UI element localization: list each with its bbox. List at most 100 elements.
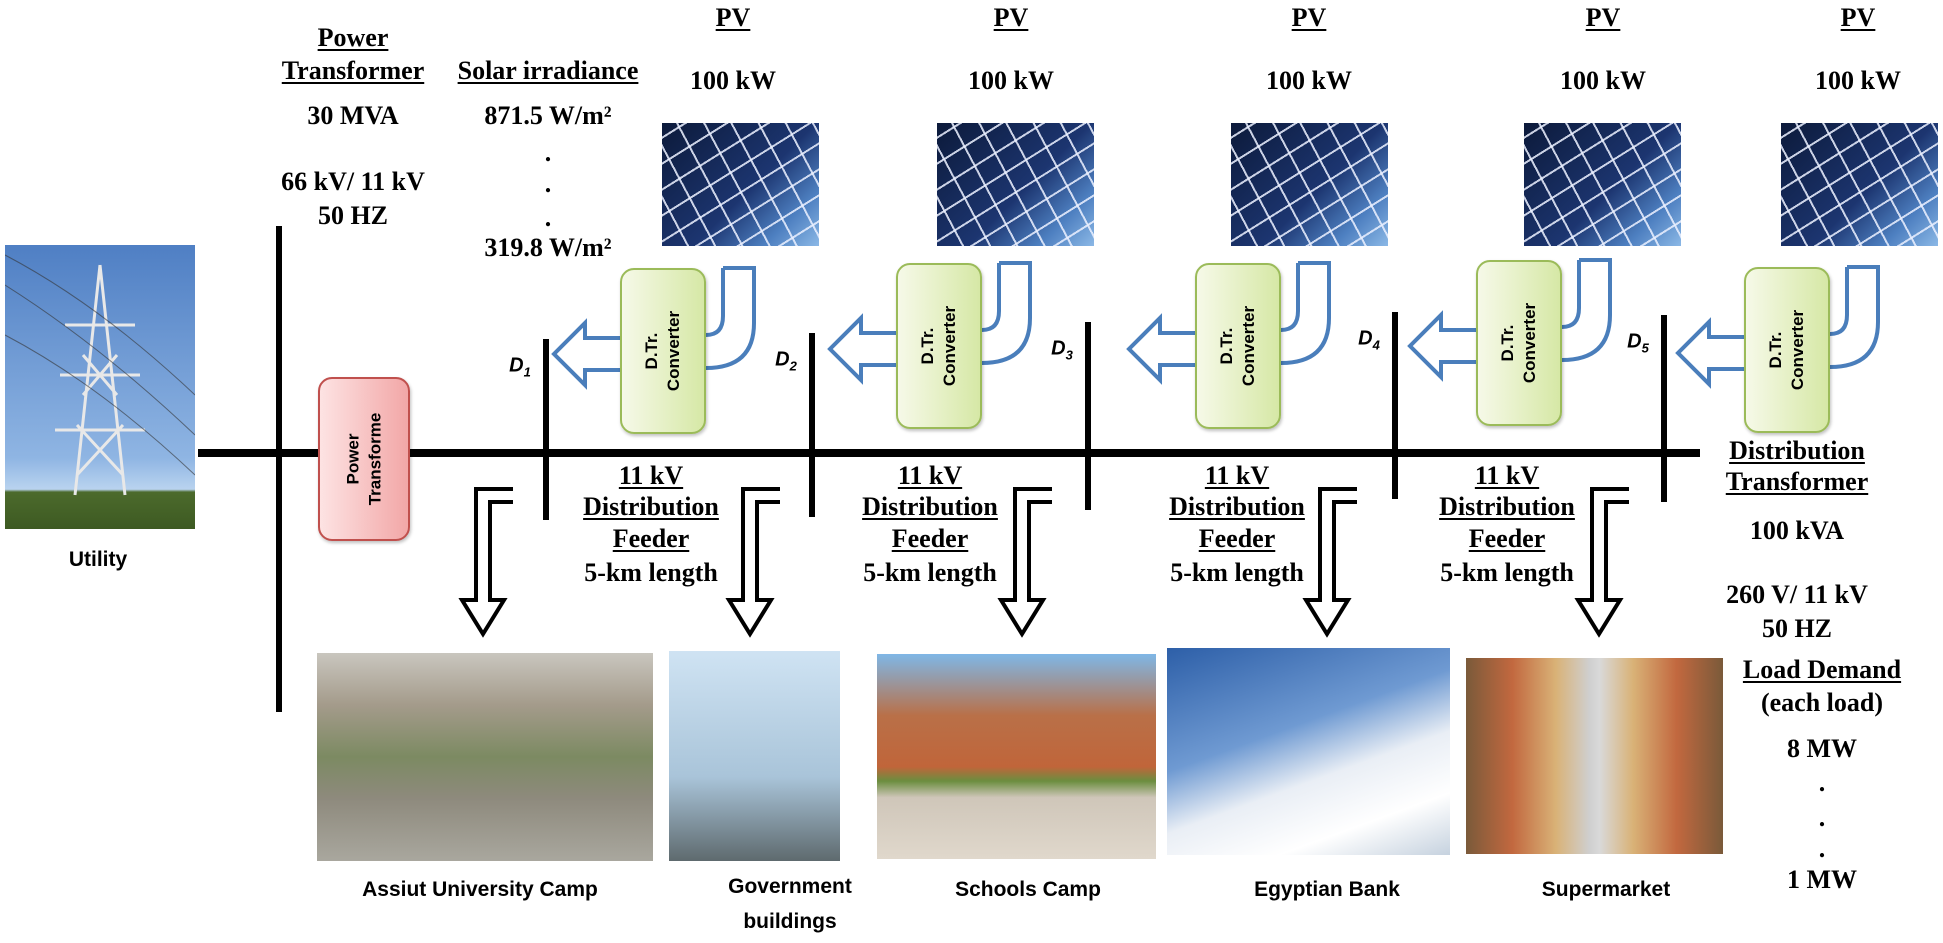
solar-panel-image [662, 123, 819, 246]
pv-power-flow-pipe-arrow [1280, 261, 1331, 365]
load-demand-max: 8 MW [1786, 734, 1858, 763]
solar-irradiance-title: Solar irradiance [457, 56, 639, 85]
converter-label-line2: Converter [1239, 305, 1258, 387]
feeder-title: Distribution [1169, 492, 1305, 521]
transmission-tower-icon [5, 254, 195, 496]
feeder-voltage: 11 kV [897, 461, 963, 490]
feeder-down-arrow [458, 487, 513, 638]
power-transformer-box: Power Transforme [318, 377, 410, 541]
bus-label: D3 [1051, 338, 1073, 363]
bus-label: D5 [1627, 331, 1649, 356]
bus-letter: D [1627, 330, 1642, 353]
converter-label-line1: D.Tr. [1217, 327, 1236, 365]
converter-output-arrow [1675, 317, 1744, 389]
converter-label-line2: Converter [1520, 302, 1539, 384]
pv-power-flow-pipe-arrow [981, 261, 1032, 365]
feeder-subtitle: Feeder [612, 524, 690, 553]
pv-rating: 100 kW [1560, 66, 1646, 95]
bank-building-image [1167, 648, 1450, 855]
dtr-converter-box: D.Tr. Converter [896, 263, 982, 429]
solar-irradiance-min: 319.8 W/m² [484, 233, 612, 262]
dtr-converter-box: D.Tr. Converter [620, 268, 706, 434]
pv-power-flow-pipe-arrow [1829, 265, 1880, 369]
pv-power-flow-pipe-arrow [1561, 258, 1612, 362]
load-label-line2: buildings [743, 910, 837, 933]
pv-label: PV [1585, 3, 1621, 32]
feeder-subtitle: Feeder [1198, 524, 1276, 553]
converter-label-line1: D.Tr. [1766, 331, 1785, 369]
utility-label: Utility [68, 548, 128, 571]
feeder-subtitle: Feeder [1468, 524, 1546, 553]
converter-label-line2: Converter [1788, 309, 1807, 391]
feeder-down-arrow [725, 487, 780, 638]
bus-letter: D [509, 354, 524, 377]
power-transformer-frequency: 50 HZ [317, 201, 389, 230]
solar-panel-image [1231, 123, 1388, 246]
power-transformer-title-line2: Transformer [281, 56, 425, 85]
feeder-length: 5-km length [1170, 558, 1304, 587]
feeder-length: 5-km length [1440, 558, 1574, 587]
feeder-subtitle: Feeder [891, 524, 969, 553]
pv-rating: 100 kW [968, 66, 1054, 95]
utility-tower-image [5, 245, 195, 529]
load-label: Schools Camp [955, 878, 1101, 901]
power-transformer-voltage: 66 kV/ 11 kV [281, 167, 425, 196]
bus-letter: D [775, 348, 790, 371]
solar-irradiance-dot: . [544, 203, 552, 232]
converter-label-line2: Converter [940, 305, 959, 387]
load-demand-subtitle: (each load) [1760, 688, 1884, 717]
load-demand-title: Load Demand [1742, 655, 1902, 684]
distribution-transformer-frequency: 50 HZ [1761, 614, 1833, 643]
converter-output-arrow [827, 313, 896, 385]
pv-label: PV [715, 3, 751, 32]
power-transformer-rating: 30 MVA [307, 101, 399, 130]
bus-number: 2 [789, 358, 797, 374]
load-demand-min: 1 MW [1786, 865, 1858, 894]
load-demand-dot: . [1818, 803, 1826, 832]
feeder-title: Distribution [862, 492, 998, 521]
load-label: Egyptian Bank [1254, 878, 1400, 901]
distribution-transformer-rating: 100 kVA [1749, 516, 1845, 545]
bus-letter: D [1051, 337, 1066, 360]
pv-rating: 100 kW [1266, 66, 1352, 95]
converter-output-arrow [1407, 310, 1476, 382]
pv-label: PV [993, 3, 1029, 32]
bus-letter: D [1358, 327, 1373, 350]
converter-label-line1: D.Tr. [642, 332, 661, 370]
load-label-line1: Government [728, 875, 852, 898]
feeder-title: Distribution [1439, 492, 1575, 521]
load-demand-dot: . [1818, 768, 1826, 797]
converter-label-line1: D.Tr. [918, 327, 937, 365]
feeder-title: Distribution [583, 492, 719, 521]
converter-output-arrow [1126, 313, 1195, 385]
feeder-voltage: 11 kV [618, 461, 684, 490]
power-transformer-title-line1: Power [317, 23, 389, 52]
pv-label: PV [1291, 3, 1327, 32]
bus-number: 3 [1065, 347, 1073, 363]
load-label: Supermarket [1541, 878, 1671, 901]
bus-label: D1 [509, 355, 531, 380]
feeder-length: 5-km length [584, 558, 718, 587]
bus-label: D4 [1358, 328, 1380, 353]
government-building-image [669, 651, 840, 861]
bus-label: D2 [775, 349, 797, 374]
distribution-transformer-title-line2: Transformer [1725, 467, 1869, 496]
solar-irradiance-dot: . [544, 169, 552, 198]
solar-panel-image [937, 123, 1094, 246]
distribution-transformer-title-line1: Distribution [1729, 436, 1865, 465]
feeder-down-arrow [997, 487, 1052, 638]
bus-number: 5 [1641, 340, 1649, 356]
dtr-converter-box: D.Tr. Converter [1744, 267, 1830, 433]
pv-rating: 100 kW [1815, 66, 1901, 95]
load-label: Assiut University Camp [362, 878, 598, 901]
feeder-length: 5-km length [863, 558, 997, 587]
dtr-converter-box: D.Tr. Converter [1476, 260, 1562, 426]
supermarket-image [1466, 658, 1723, 854]
converter-label-line2: Converter [664, 310, 683, 392]
pv-power-flow-pipe-arrow [705, 266, 756, 370]
feeder-down-arrow [1302, 487, 1357, 638]
solar-panel-image [1781, 123, 1938, 246]
load-demand-dot: . [1818, 834, 1826, 863]
